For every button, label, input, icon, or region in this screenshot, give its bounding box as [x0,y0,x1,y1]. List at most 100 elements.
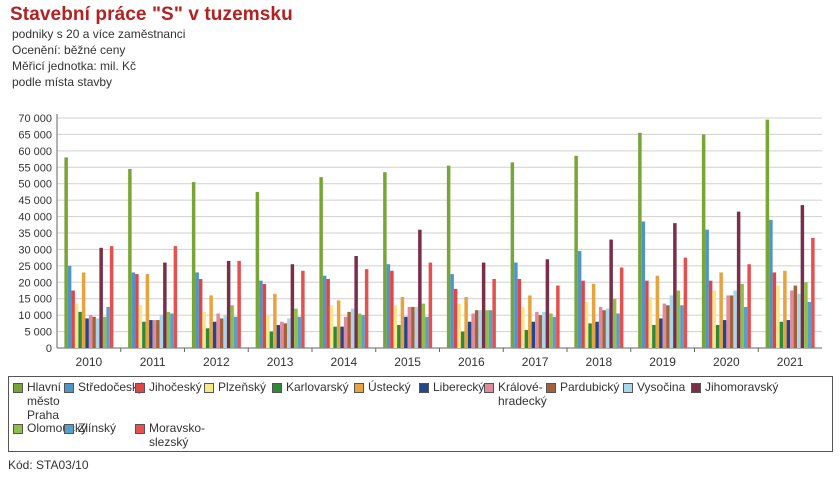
bar [719,272,723,348]
bar [71,290,75,348]
bar [521,306,525,348]
bar [471,313,475,348]
bar [450,274,454,348]
bar [102,316,107,348]
bar [800,205,805,348]
bar [683,257,688,348]
bar [666,305,670,348]
legend-label-line: Moravsko- [149,421,206,435]
bar [779,321,784,348]
bar [545,259,550,348]
legend-item: Jihomoravský [691,380,778,394]
bar [407,306,412,348]
y-tick-label: 0 [46,343,52,355]
bar [343,316,348,348]
bar [262,283,267,348]
legend-swatch [419,383,429,393]
bar [425,316,429,348]
bar [283,323,288,348]
bar [659,318,663,348]
y-tick-label: 15 000 [18,294,52,306]
bar [733,290,737,348]
bar [478,310,482,348]
x-tick-label: 2017 [522,355,549,369]
bar [237,260,241,348]
bar [531,321,536,348]
bar [333,326,337,348]
y-tick-label: 70 000 [18,113,52,125]
bar [457,303,461,348]
bar [159,315,164,348]
legend-label: Hlavní město Praha [27,380,61,422]
bar [266,315,270,348]
legend-label-line: Ústecký [368,380,411,394]
legend-label-line: Jihomoravský [705,380,779,394]
bar [294,308,298,348]
bar [542,311,546,348]
bar [142,321,146,348]
bar [326,279,330,348]
bar-chart: 0 5 000 10 000 15 000 20 000 25 000 30 000 35 0… [18,113,822,369]
legend-label-line: město [27,394,60,408]
legend-label-line: Pardubický [560,380,620,394]
y-tick-label: 35 000 [18,228,52,240]
bar [549,313,553,348]
bar [233,316,238,348]
bar [88,315,93,348]
bar [255,191,260,348]
bar [216,313,220,348]
bar [364,269,369,348]
legend-item: Karlovarský [272,380,349,394]
bar [226,260,231,348]
legend-item: Vysočina [623,380,685,394]
bar [350,308,355,348]
bar [638,132,642,348]
subtitle-unit: Měřicí jednotka: mil. Kč [12,59,137,73]
bar [145,274,150,348]
legend-item: Středočeský [64,380,144,394]
bar [404,316,408,348]
bar [219,318,224,348]
bar [64,157,68,348]
bar [393,305,398,348]
bar [297,316,302,348]
bar [460,331,465,348]
legend-label: Vysočina [637,380,685,394]
x-tick-label: 2018 [586,355,613,369]
bar [577,251,582,348]
bar [149,320,153,348]
bar [584,302,589,348]
bar [273,293,277,348]
bar [765,119,770,348]
legend-label: Středočeský [78,380,144,394]
bar [205,328,210,348]
legend-label: Liberecký [433,380,484,394]
legend-label-line: Jihočeský [149,380,202,394]
bar [492,279,496,348]
bar [173,246,178,348]
bar [85,318,89,348]
y-tick-label: 30 000 [18,244,52,256]
bar [552,316,557,348]
y-tick-label: 20 000 [18,277,52,289]
bar [95,318,100,348]
bar [574,155,578,348]
bar [804,282,808,348]
x-tick-label: 2021 [777,355,804,369]
bar [67,265,72,348]
bar [191,182,196,348]
subtitle-breakdown: podle místa stavby [12,75,113,89]
bar [524,329,529,348]
legend-label-line: Zlínský [78,421,117,435]
bar [772,272,777,348]
bar [747,264,751,348]
legend-item: Hlavní město Praha [13,380,61,422]
bar [488,310,493,348]
bar [128,168,132,348]
bar [588,323,592,348]
bar [676,290,681,348]
bar [287,318,291,348]
bar [619,267,624,348]
bar [109,246,114,348]
bar [528,295,532,348]
